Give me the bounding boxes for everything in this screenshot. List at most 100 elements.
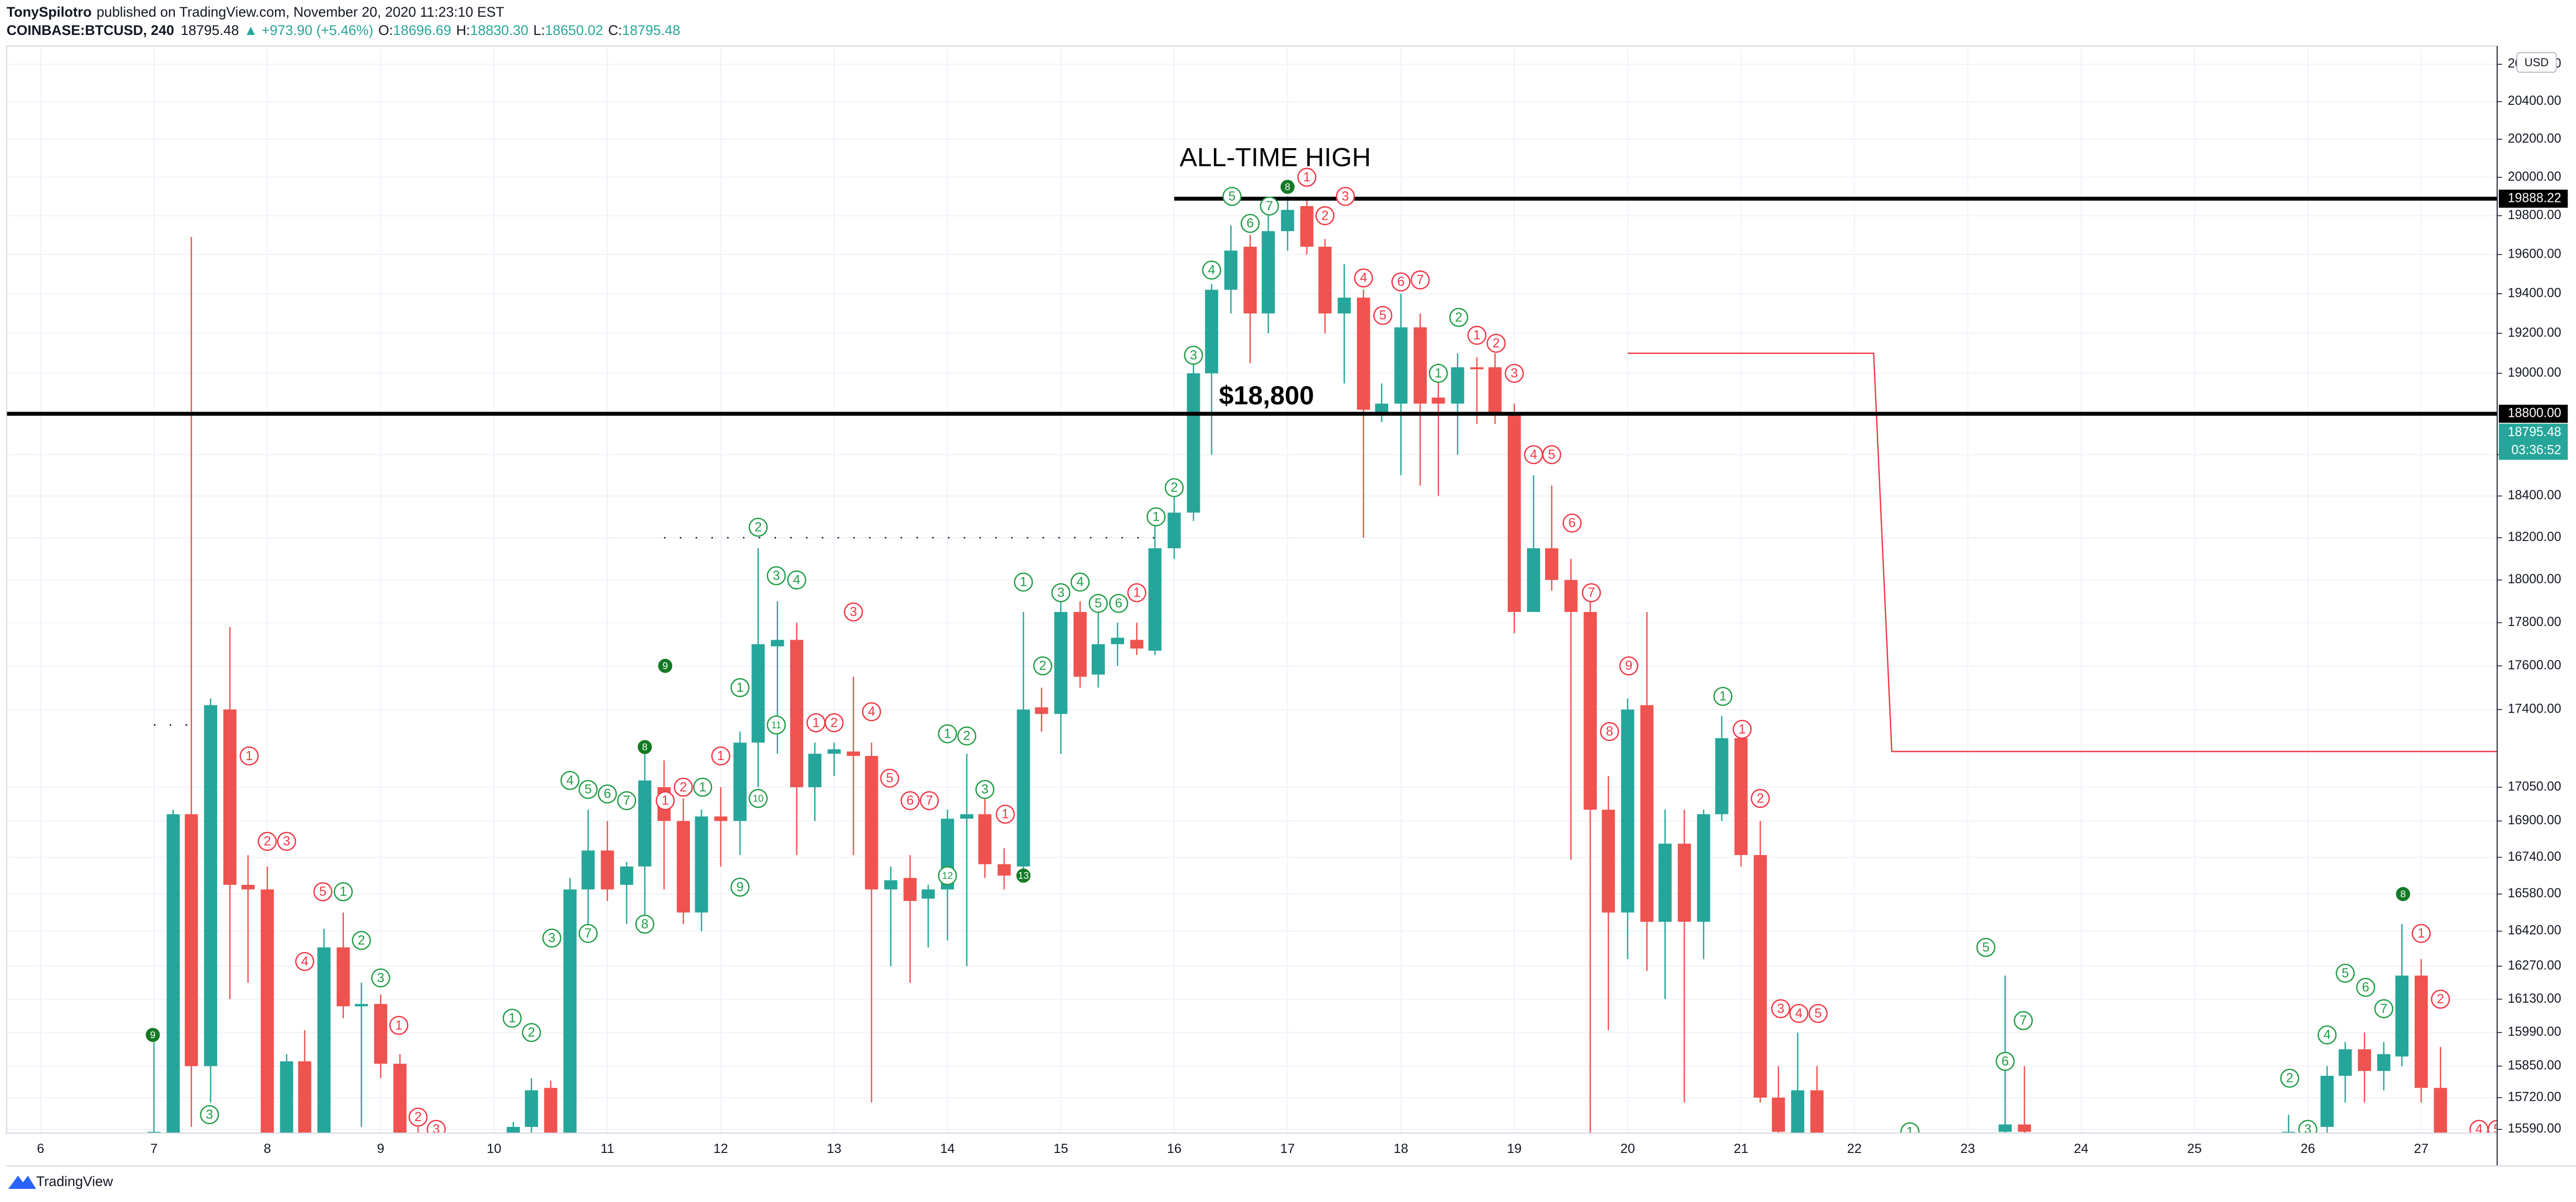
x-tick-label: 18 [1393,1141,1408,1156]
candle-body [676,821,690,913]
td-label: 9 [150,1030,156,1041]
td-label: 8 [1285,182,1291,193]
td-mark: 5 [1373,306,1392,325]
candle-body [2377,1054,2391,1071]
td-mark: 4 [1070,572,1090,592]
td-mark: 9 [730,878,750,897]
td-mark: 8 [1600,722,1619,741]
td-mark: 5 [313,882,332,901]
td-label: 6 [1246,216,1254,231]
td-label: 1 [813,715,820,730]
td-circle [1013,572,1033,592]
candle-body [1205,290,1219,374]
td-label: 3 [283,834,290,849]
td-mark: 7 [1582,583,1601,603]
td-circle [1089,594,1108,613]
candle-body [1697,814,1710,922]
td-mark: 3 [542,928,562,948]
td-circle [578,923,598,943]
td-circle [2298,1120,2318,1133]
td-label: 1 [1133,585,1140,600]
candle-body [1300,206,1314,247]
td-label: 1 [736,680,744,695]
td-circle [1771,999,1791,1018]
td-circle [200,1105,219,1124]
x-tick-label: 16 [1167,1141,1182,1156]
td-label: 10 [753,794,764,804]
td-circle [389,1016,409,1035]
td-circle [2335,964,2355,983]
candle-body [1017,710,1030,867]
td-label: 4 [1208,263,1215,278]
td-label: 1 [662,794,669,808]
td-mark: 5 [1808,1004,1828,1023]
candle-body [2282,1132,2295,1133]
candle-body [2358,1049,2371,1071]
td-label: 2 [2437,992,2444,1006]
td-label: 2 [414,1110,422,1124]
td-label: 2 [963,729,970,743]
td-mark: 6 [598,784,617,804]
x-tick-label: 6 [37,1141,44,1156]
td-mark: 5 [1976,937,1996,957]
td-label: 2 [1039,658,1046,673]
candle-body [1054,611,1068,714]
td-circle [1486,333,1506,353]
td-mark: 2 [257,832,277,851]
td-label: 1 [1152,510,1160,524]
td-circle [2317,1025,2337,1044]
td-circle [730,878,750,897]
td-mark: 2 [1033,656,1053,676]
step-line [1627,352,2497,752]
td-circle [1335,187,1355,206]
candle-body [2395,976,2409,1057]
td-mark: 2 [2431,990,2450,1009]
td-label: 9 [1625,658,1632,673]
y-tick-label: 19600.00 [2508,247,2561,261]
td-circle [333,882,353,901]
td-label: 7 [2380,1001,2388,1016]
td-circle [578,779,598,799]
td-mark: 3 [843,602,863,622]
td-circle [2013,1011,2033,1030]
y-tick-label: 20000.00 [2508,170,2561,184]
td-mark: 4 [295,952,315,971]
brand: TradingView [8,1173,113,1189]
td-circle [767,715,786,735]
x-tick-label: 15 [1054,1141,1068,1156]
y-tick-label: 16740.00 [2508,850,2561,864]
td-dot [637,740,652,754]
td-mark: 1 [1900,1122,1919,1133]
td-circle [313,882,332,901]
candle-body [960,814,974,819]
td-mark: 8 [1280,179,1295,194]
td-label: 1 [699,780,706,795]
price-axis: 20600.0020400.0020200.0020000.0019800.00… [2496,46,2576,1166]
td-label: 2 [830,715,838,730]
td-label: 7 [1416,272,1424,287]
td-circle [1109,594,1128,613]
td-dot [1016,868,1031,883]
x-tick-label: 17 [1280,1141,1295,1156]
candle-body [1111,638,1124,644]
candle-body [1526,548,1541,612]
y-tick-label: 17600.00 [2508,658,2561,672]
td-label: 9 [662,661,668,672]
td-circle [1070,572,1090,592]
td-mark: 8 [2396,887,2411,901]
td-mark: 2 [352,931,371,950]
td-label: 3 [1777,1001,1784,1016]
td-label: 5 [886,771,893,786]
td-label: 2 [2286,1071,2293,1086]
td-mark: 6 [1241,213,1260,233]
td-circle [560,771,580,790]
td-circle [2356,978,2376,997]
td-circle [1411,270,1430,290]
td-circle [1146,507,1166,526]
axis-panel [2497,46,2576,1133]
y-tick-label: 19000.00 [2508,366,2561,380]
td-circle [1619,656,1639,676]
td-label: 4 [2475,1122,2483,1137]
td-circle [1260,196,1279,216]
candle-body [1243,246,1257,314]
